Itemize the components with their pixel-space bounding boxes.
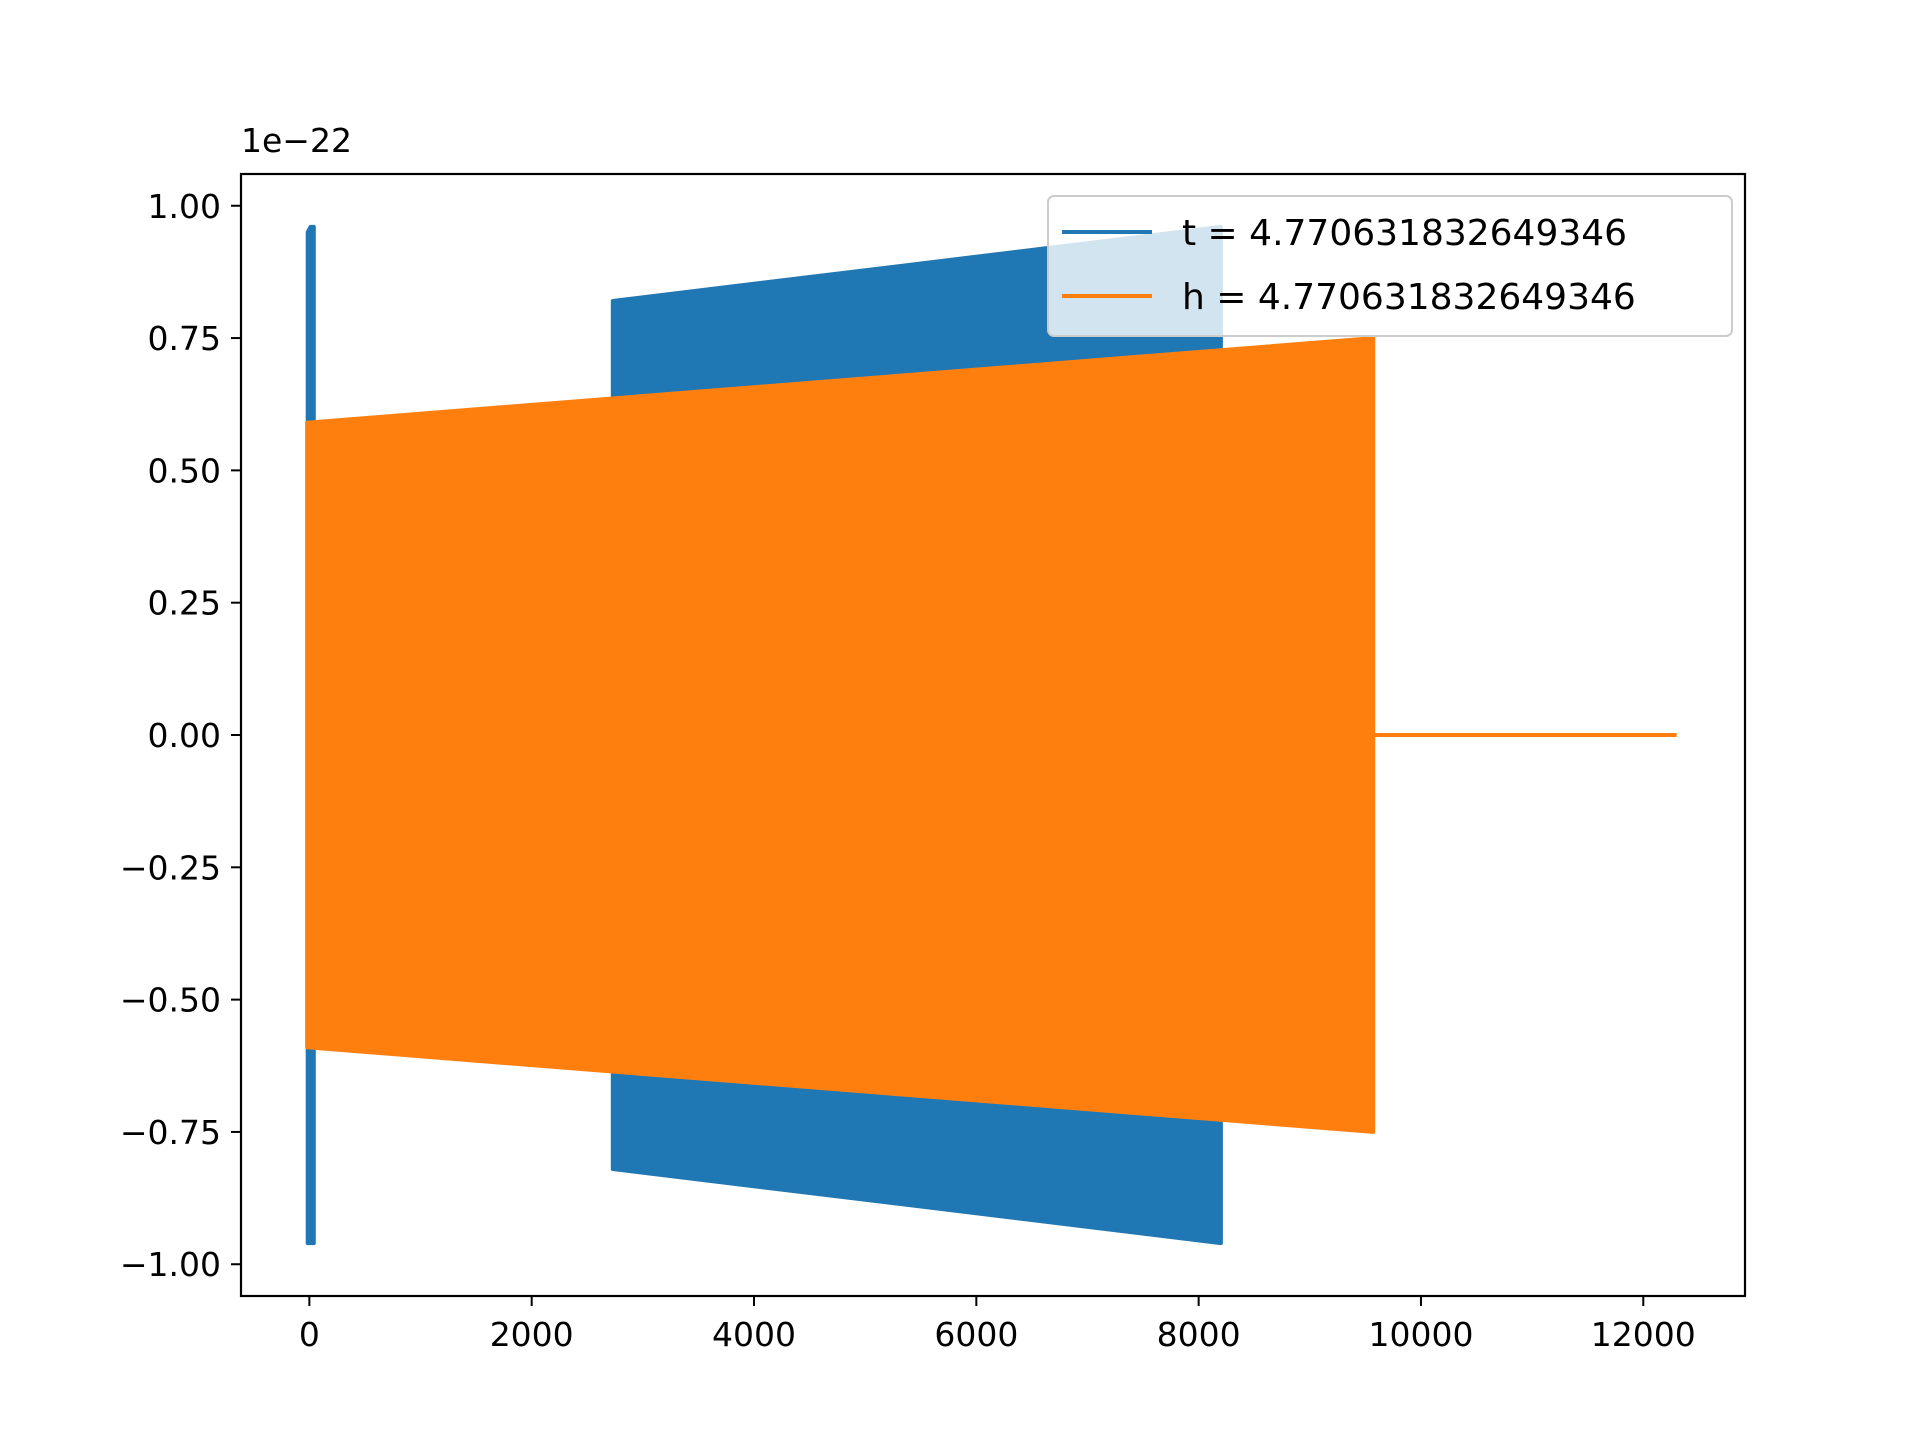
y-tick-label: 0.50 [148,451,221,490]
y-tick-label: 0.00 [148,716,221,755]
x-tick-label: 0 [299,1315,320,1354]
y-tick-label: −0.75 [120,1113,221,1152]
x-tick-label: 12000 [1591,1315,1696,1354]
y-tick-label: −1.00 [120,1245,221,1284]
legend: t = 4.770631832649346 h = 4.7706318326493… [1047,195,1733,337]
x-tick-label: 4000 [712,1315,796,1354]
y-tick-label: 0.25 [148,584,221,623]
series-h-envelope-1 [305,336,1376,1134]
legend-label: t = 4.770631832649346 [1182,213,1627,254]
ticks: 0 2000 4000 6000 8000 10000 12000 1.00 0.75 0.50 0… [120,187,1696,1354]
y-axis-offset-label: 1e−22 [241,121,352,160]
x-tick-label: 8000 [1157,1315,1241,1354]
legend-box [1047,195,1733,337]
y-tick-label: −0.25 [120,848,221,887]
x-tick-label: 10000 [1368,1315,1473,1354]
legend-label: h = 4.770631832649346 [1182,277,1636,318]
plot-area [305,224,1677,1246]
x-tick-label: 2000 [490,1315,574,1354]
x-tick-label: 6000 [934,1315,1018,1354]
y-tick-label: −0.50 [120,981,221,1020]
y-tick-label: 1.00 [148,187,221,226]
y-tick-label: 0.75 [148,319,221,358]
